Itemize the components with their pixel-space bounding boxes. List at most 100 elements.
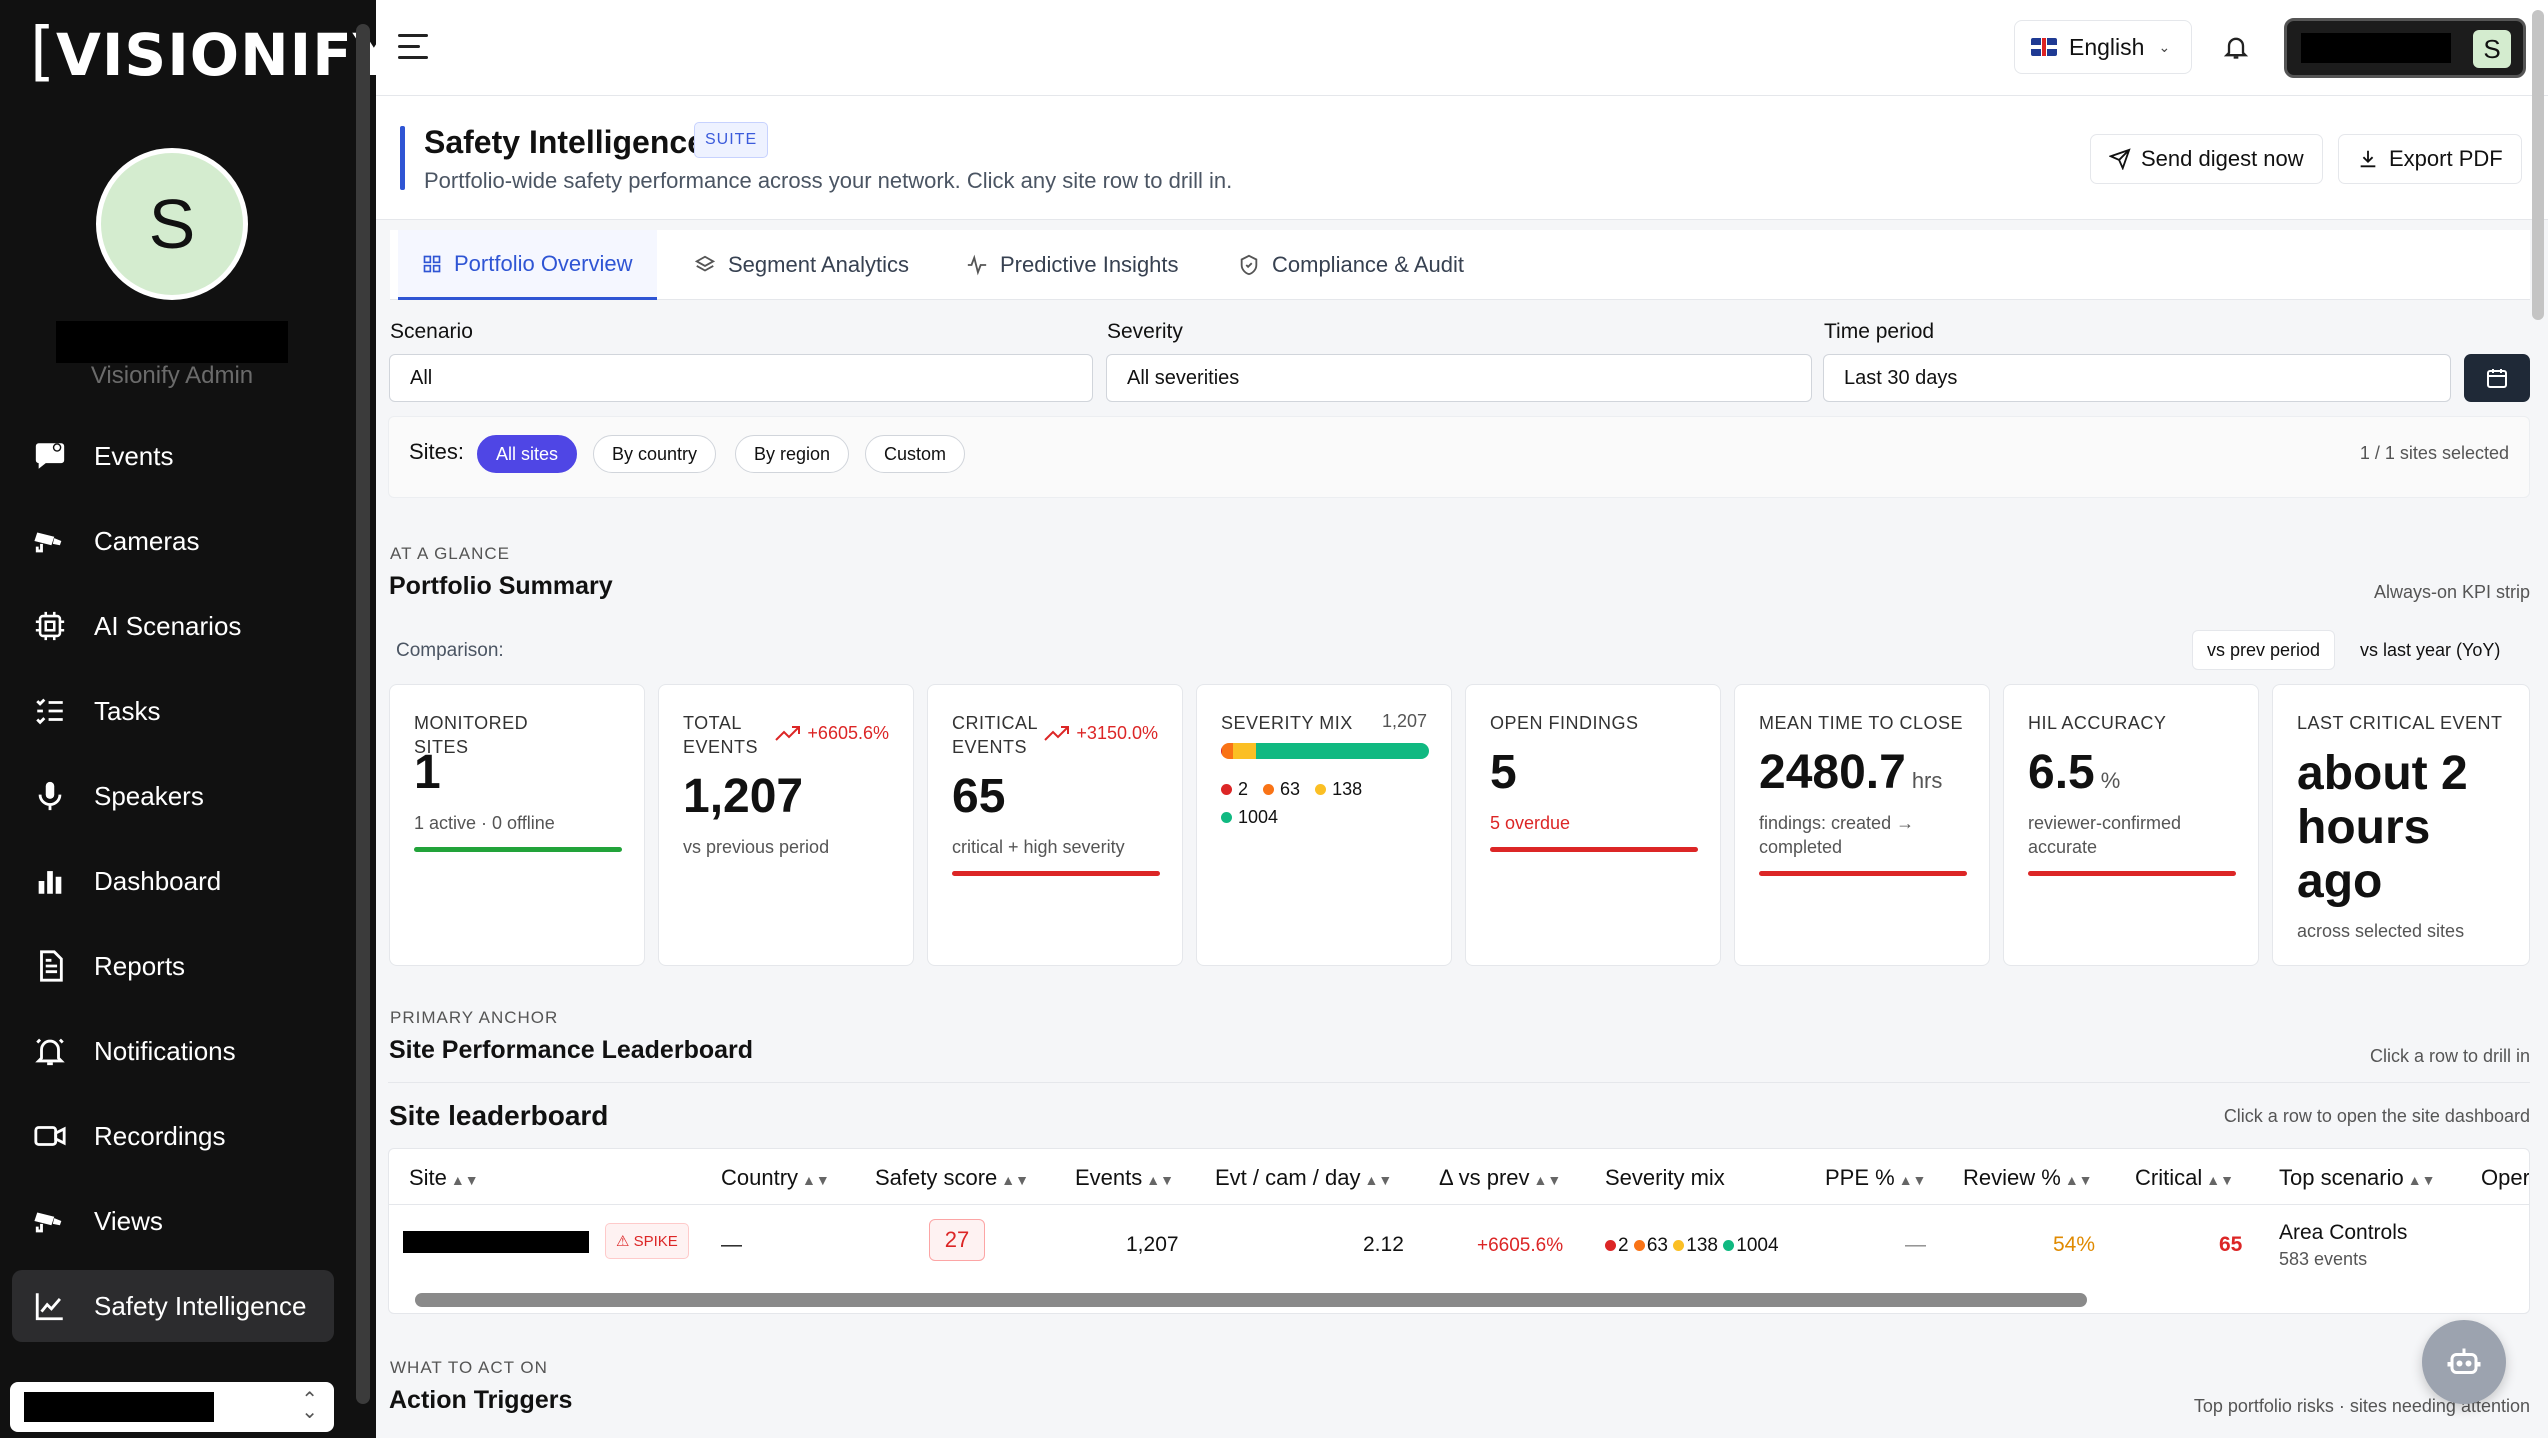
table-horizontal-scrollbar[interactable] [415, 1293, 2087, 1307]
kpi-open-findings[interactable]: OPEN FINDINGS 5 5 overdue [1465, 684, 1721, 966]
avatar[interactable]: S [96, 148, 248, 300]
col-country[interactable]: Country ▲▼ [721, 1165, 830, 1190]
sidebar-item-events[interactable]: Events [12, 420, 334, 492]
tab-predictive-insights[interactable]: Predictive Insights [966, 230, 1179, 300]
tab-portfolio-overview[interactable]: Portfolio Overview [398, 230, 657, 300]
compare-yoy-button[interactable]: vs last year (YoY) [2360, 639, 2501, 660]
kpi-label: MONITORED SITES [414, 713, 529, 757]
table-note: Click a row to open the site dashboard [2223, 1106, 2530, 1126]
col-site[interactable]: Site ▲▼ [409, 1165, 479, 1190]
sidebar-item-ai-scenarios[interactable]: AI Scenarios [12, 590, 334, 662]
chip-by-country[interactable]: By country [593, 435, 717, 473]
notification-bell-icon[interactable] [2222, 32, 2252, 64]
kpi-monitored-sites[interactable]: MONITORED SITES 1 1 active · 0 offline [389, 684, 645, 966]
sidebar-item-safety-intelligence[interactable]: Safety Intelligence [12, 1270, 334, 1342]
leaderboard-note: Click a row to drill in [2369, 1046, 2530, 1066]
chip-custom[interactable]: Custom [865, 435, 966, 473]
sidebar-item-label: Reports [94, 950, 186, 981]
cell-review: 54% [2053, 1233, 2096, 1256]
col-ppe[interactable]: PPE % ▲▼ [1825, 1165, 1927, 1190]
summary-kicker: AT A GLANCE [390, 544, 510, 563]
kpi-hil-accuracy[interactable]: HIL ACCURACY 6.5% reviewer-confirmed acc… [2003, 684, 2259, 966]
menu-icon[interactable] [398, 34, 428, 62]
kpi-trend: +6605.6% [775, 723, 889, 744]
chevron-down-icon: ⌄ [2158, 38, 2171, 55]
kpi-label: OPEN FINDINGS [1490, 713, 1639, 733]
sidebar-item-views[interactable]: Views [12, 1185, 334, 1257]
assistant-bot-button[interactable] [2422, 1320, 2506, 1404]
tab-label: Segment Analytics [728, 252, 909, 277]
kpi-value: 1,207 [683, 770, 804, 823]
kpi-last-critical-event[interactable]: LAST CRITICAL EVENT about 2 hours ago ac… [2272, 684, 2530, 966]
severity-legend-high: 63 [1263, 779, 1300, 799]
kpi-status-bar [952, 871, 1160, 876]
sidebar-item-label: Dashboard [94, 865, 222, 896]
col-events[interactable]: Events ▲▼ [1075, 1165, 1174, 1190]
chip-all-sites[interactable]: All sites [477, 435, 578, 473]
kpi-label: MEAN TIME TO CLOSE [1759, 713, 1964, 733]
col-delta-vs-prev[interactable]: Δ vs prev ▲▼ [1439, 1165, 1562, 1190]
page-header: Safety Intelligence SUITE Portfolio-wide… [376, 96, 2548, 220]
sidebar-item-notifications[interactable]: Notifications [12, 1015, 334, 1087]
scenario-select[interactable]: All [389, 354, 1093, 402]
kpi-total-events[interactable]: TOTAL EVENTS +6605.6% 1,207 vs previous … [658, 684, 914, 966]
activity-icon [967, 254, 987, 276]
sidebar-item-dashboard[interactable]: Dashboard [12, 845, 334, 917]
visionify-logo[interactable]: [VISIONIFY]® [30, 15, 438, 89]
document-icon [30, 946, 70, 986]
page-vertical-scrollbar[interactable] [2532, 10, 2544, 320]
cctv-icon [30, 521, 70, 561]
severity-legend-low: 1004 [1221, 807, 1278, 827]
export-pdf-button[interactable]: Export PDF [2338, 134, 2522, 184]
time-period-label: Time period [1824, 320, 1935, 343]
kpi-mean-time-to-close[interactable]: MEAN TIME TO CLOSE 2480.7 hrs findings: c… [1734, 684, 1990, 966]
sidebar-item-reports[interactable]: Reports [12, 930, 334, 1002]
severity-legend-critical: 2 [1221, 779, 1248, 799]
col-top-scenario[interactable]: Top scenario ▲▼ [2279, 1165, 2436, 1190]
sidebar-item-tasks[interactable]: Tasks [12, 675, 334, 747]
kpi-label: TOTAL EVENTS [683, 713, 759, 757]
sort-icon: ▲▼ [2206, 1172, 2234, 1188]
severity-bar-low [1256, 743, 1429, 759]
col-critical[interactable]: Critical ▲▼ [2135, 1165, 2234, 1190]
kpi-critical-events[interactable]: CRITICAL EVENTS +3150.0% 65 critical + h… [927, 684, 1183, 966]
col-operations[interactable]: Oper [2481, 1165, 2530, 1190]
severity-bar-high [1222, 743, 1233, 759]
cell-events: 1,207 [1126, 1233, 1179, 1256]
kpi-note: findings: created → completed [1759, 813, 1915, 857]
col-safety-score[interactable]: Safety score ▲▼ [875, 1165, 1029, 1190]
calendar-button[interactable] [2464, 354, 2530, 402]
kpi-status-bar [2028, 871, 2236, 876]
chevron-up-down-icon: ⌃ ⌄ [301, 1389, 318, 1423]
user-avatar: S [2473, 30, 2511, 68]
cell-severity-mix: 2 63 138 1004 [1605, 1235, 1779, 1257]
sidebar-item-speakers[interactable]: Speakers [12, 760, 334, 832]
sidebar-item-recordings[interactable]: Recordings [12, 1100, 334, 1172]
trend-up-icon [775, 725, 801, 741]
col-evt-per-cam-day[interactable]: Evt / cam / day ▲▼ [1215, 1165, 1393, 1190]
sidebar-scrollbar[interactable] [356, 24, 370, 1404]
sort-icon: ▲▼ [1001, 1172, 1029, 1188]
severity-select[interactable]: All severities [1106, 354, 1812, 402]
kpi-note: across selected sites [2297, 921, 2465, 941]
sidebar-item-cameras[interactable]: Cameras [12, 505, 334, 577]
table-header-row: Site ▲▼ Country ▲▼ Safety score ▲▼ Events ▲▼… [389, 1149, 2530, 1205]
tab-compliance-audit[interactable]: Compliance & Audit [1238, 230, 1464, 300]
col-severity-mix: Severity mix [1605, 1165, 1725, 1190]
col-review[interactable]: Review % ▲▼ [1963, 1165, 2093, 1190]
bar-chart-icon [30, 861, 70, 901]
tab-segment-analytics[interactable]: Segment Analytics [694, 230, 909, 300]
send-digest-button[interactable]: Send digest now [2090, 134, 2323, 184]
line-chart-icon [30, 1286, 70, 1326]
sidebar-item-label: Views [94, 1205, 163, 1236]
site-selector[interactable]: ⌃ ⌄ [10, 1382, 334, 1432]
time-period-select[interactable]: Last 30 days [1823, 354, 2451, 402]
chip-by-region[interactable]: By region [735, 435, 850, 473]
user-menu[interactable]: S [2284, 18, 2526, 78]
kpi-label: CRITICAL EVENTS [952, 713, 1038, 757]
sites-selected-count: 1 / 1 sites selected [2359, 443, 2509, 463]
compare-prev-period-button[interactable]: vs prev period [2192, 630, 2336, 670]
calendar-icon [2487, 369, 2507, 388]
language-selector[interactable]: English ⌄ [2014, 20, 2192, 74]
kpi-severity-mix[interactable]: SEVERITY MIX 1,207 2 63 138 1004 [1196, 684, 1452, 966]
